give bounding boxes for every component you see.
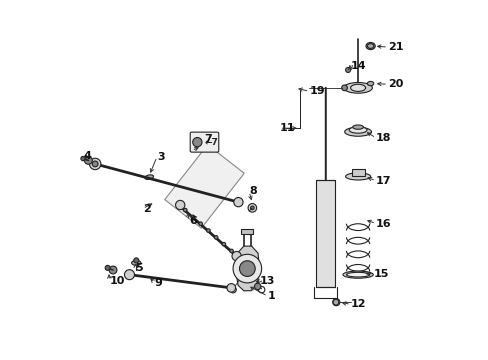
Text: 3: 3	[157, 152, 164, 162]
Circle shape	[214, 235, 218, 239]
Text: 14: 14	[350, 62, 366, 71]
Circle shape	[206, 229, 210, 232]
Circle shape	[233, 254, 261, 283]
Text: 4: 4	[83, 151, 91, 161]
Circle shape	[222, 242, 225, 246]
Text: 11: 11	[279, 123, 294, 133]
Text: 8: 8	[248, 186, 256, 197]
FancyBboxPatch shape	[190, 132, 218, 152]
Ellipse shape	[366, 44, 373, 48]
Circle shape	[231, 251, 241, 261]
Ellipse shape	[144, 175, 153, 179]
Text: 6: 6	[189, 216, 197, 226]
Ellipse shape	[366, 81, 373, 86]
Polygon shape	[235, 246, 259, 291]
Ellipse shape	[131, 260, 141, 265]
Text: 18: 18	[375, 133, 391, 143]
Circle shape	[89, 158, 101, 170]
Bar	[241, 229, 253, 234]
Text: 5: 5	[135, 263, 143, 273]
Circle shape	[84, 157, 92, 164]
Ellipse shape	[348, 127, 366, 133]
Bar	[315, 180, 334, 287]
Text: 12: 12	[350, 299, 366, 309]
Circle shape	[226, 284, 235, 292]
Text: 15: 15	[373, 269, 388, 279]
Circle shape	[247, 203, 256, 212]
Text: 21: 21	[387, 42, 403, 52]
Circle shape	[92, 161, 98, 167]
Text: 17: 17	[375, 176, 391, 186]
Circle shape	[345, 67, 350, 72]
Text: 1: 1	[267, 291, 275, 301]
Bar	[351, 168, 365, 176]
Text: 9: 9	[154, 278, 162, 288]
Polygon shape	[164, 145, 244, 228]
Text: 20: 20	[387, 79, 403, 89]
Ellipse shape	[350, 84, 365, 91]
Text: 16: 16	[375, 219, 391, 229]
Circle shape	[124, 270, 134, 280]
Circle shape	[183, 208, 187, 212]
Circle shape	[229, 249, 233, 253]
Ellipse shape	[345, 173, 370, 180]
Ellipse shape	[342, 271, 372, 278]
Ellipse shape	[352, 125, 363, 129]
Text: 2: 2	[142, 203, 150, 213]
Circle shape	[134, 258, 139, 263]
Ellipse shape	[344, 127, 371, 136]
Circle shape	[341, 85, 346, 91]
Circle shape	[199, 222, 202, 225]
Ellipse shape	[365, 42, 374, 50]
Text: ←7: ←7	[203, 138, 218, 147]
Circle shape	[175, 201, 184, 210]
Circle shape	[239, 261, 255, 276]
Circle shape	[332, 299, 338, 305]
Circle shape	[105, 265, 110, 270]
Circle shape	[233, 198, 243, 207]
Circle shape	[250, 206, 254, 210]
Text: 7: 7	[204, 134, 212, 144]
Circle shape	[109, 266, 117, 274]
Circle shape	[192, 138, 202, 147]
Circle shape	[191, 215, 194, 219]
Ellipse shape	[346, 273, 369, 277]
Ellipse shape	[343, 82, 372, 93]
Text: 19: 19	[309, 86, 325, 96]
Circle shape	[254, 283, 261, 290]
Text: 10: 10	[109, 276, 124, 286]
Text: 13: 13	[259, 276, 275, 286]
Circle shape	[81, 157, 85, 161]
